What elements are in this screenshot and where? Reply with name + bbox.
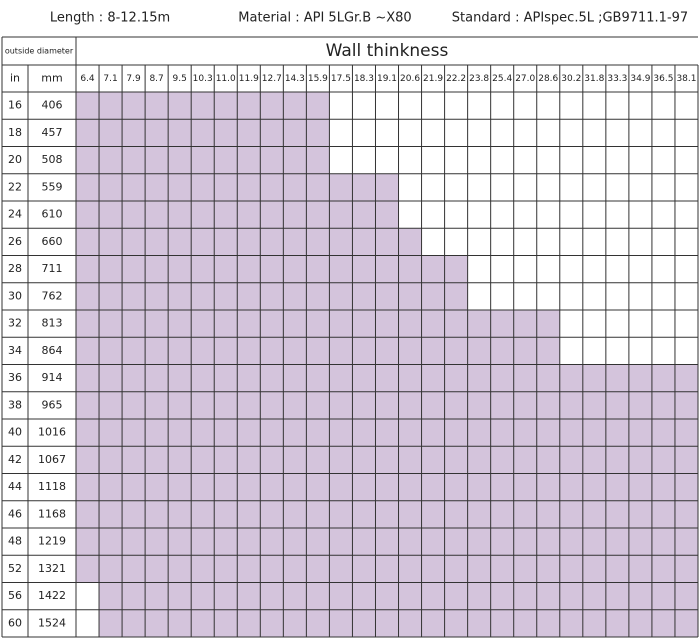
thickness-header: 19.1: [377, 74, 397, 84]
thickness-header: 8.7: [149, 74, 163, 84]
shaded-cells: [76, 473, 698, 501]
in-value: 20: [8, 153, 22, 166]
thickness-header: 38.1: [676, 74, 696, 84]
shaded-cells: [76, 119, 330, 147]
in-value: 60: [8, 616, 22, 629]
unit-header: in: [10, 72, 20, 85]
mm-value: 813: [42, 317, 63, 330]
in-value: 48: [8, 535, 22, 548]
in-value: 52: [8, 562, 22, 575]
thickness-header: 14.3: [285, 74, 305, 84]
mm-value: 660: [42, 235, 63, 248]
thickness-header: 20.6: [400, 74, 420, 84]
shaded-cells: [76, 364, 698, 392]
length: Length : 8-12.15m: [50, 11, 170, 26]
thickness-header: 22.2: [446, 74, 466, 84]
shaded-cells: [76, 228, 422, 256]
thickness-header: 12.7: [262, 74, 282, 84]
shaded-cells: [76, 146, 330, 174]
standard: Standard : APIspec.5L ;GB9711.1-97: [452, 11, 688, 26]
mm-value: 1219: [38, 535, 66, 548]
shaded-cells: [76, 446, 698, 474]
shaded-cells: [76, 337, 560, 365]
mm-value: 1067: [38, 453, 66, 466]
thickness-header: 17.5: [331, 74, 351, 84]
thickness-header: 10.3: [193, 74, 213, 84]
shaded-cells: [76, 528, 698, 556]
in-value: 24: [8, 208, 22, 221]
in-value: 42: [8, 453, 22, 466]
mm-value: 457: [42, 126, 63, 139]
shaded-cells: [76, 419, 698, 447]
in-value: 36: [8, 371, 22, 384]
mm-value: 406: [42, 99, 63, 112]
thickness-header: 11.9: [239, 74, 259, 84]
thickness-header: 33.3: [607, 74, 627, 84]
shaded-cells: [76, 282, 468, 310]
thickness-header: 36.5: [653, 74, 673, 84]
thickness-header: 21.9: [423, 74, 443, 84]
mm-value: 864: [42, 344, 63, 357]
thickness-header: 30.2: [561, 74, 581, 84]
mm-value: 965: [42, 398, 63, 411]
thickness-header: 28.6: [538, 74, 558, 84]
in-value: 38: [8, 398, 22, 411]
mm-value: 610: [42, 208, 63, 221]
thickness-header: 11.0: [216, 74, 236, 84]
shaded-cells: [76, 391, 698, 419]
in-value: 44: [8, 480, 22, 493]
in-value: 40: [8, 426, 22, 439]
shaded-cells: [76, 555, 698, 583]
mm-value: 914: [42, 371, 63, 384]
thickness-header: 7.9: [126, 74, 141, 84]
thickness-header: 23.8: [469, 74, 489, 84]
shaded-cells: [76, 310, 560, 338]
in-value: 16: [8, 99, 22, 112]
in-value: 18: [8, 126, 22, 139]
thickness-header: 9.5: [173, 74, 187, 84]
mm-value: 1016: [38, 426, 66, 439]
in-value: 28: [8, 262, 22, 275]
shaded-cells: [76, 92, 330, 120]
thickness-header: 7.1: [103, 74, 117, 84]
in-value: 30: [8, 289, 22, 302]
in-value: 34: [8, 344, 22, 357]
mm-value: 559: [42, 180, 63, 193]
unit-header: mm: [41, 72, 62, 85]
grid: 16 406 18 457 20 508 22 559 24 610 26 660 28 711 30 762…: [1, 36, 699, 638]
in-value: 26: [8, 235, 22, 248]
mm-value: 1118: [38, 480, 66, 493]
in-value: 32: [8, 317, 22, 330]
thickness-header: 18.3: [354, 74, 374, 84]
corner-label: outside diameter: [5, 47, 74, 56]
shaded-cells: [76, 500, 698, 528]
mm-value: 1422: [38, 589, 66, 602]
thickness-header: 25.4: [492, 74, 512, 84]
mm-value: 508: [42, 153, 63, 166]
thickness-header: 15.9: [308, 74, 328, 84]
mm-value: 1524: [38, 616, 66, 629]
mm-value: 711: [42, 262, 63, 275]
thickness-header: 31.8: [584, 74, 604, 84]
in-value: 56: [8, 589, 22, 602]
mm-value: 1321: [38, 562, 66, 575]
in-value: 46: [8, 507, 22, 520]
group-title: Wall thinkness: [326, 41, 449, 61]
thickness-header: 6.4: [80, 74, 95, 84]
material: Material : API 5LGr.B ~X80: [238, 11, 411, 26]
shaded-cells: [76, 255, 468, 283]
thickness-header: 34.9: [630, 74, 650, 84]
mm-value: 1168: [38, 507, 66, 520]
in-value: 22: [8, 180, 22, 193]
mm-value: 762: [42, 289, 63, 302]
thickness-header: 27.0: [515, 74, 535, 84]
